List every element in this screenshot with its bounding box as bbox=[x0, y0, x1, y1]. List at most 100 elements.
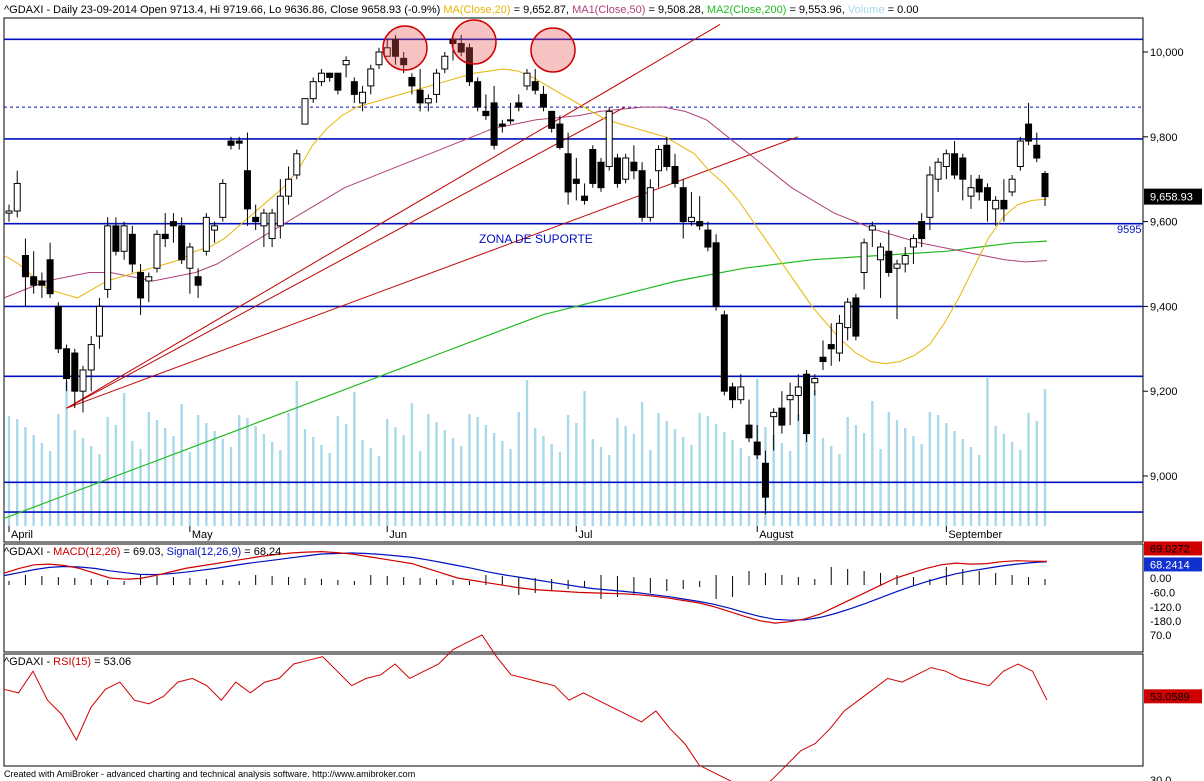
volume-bar bbox=[188, 452, 192, 526]
volume-bar bbox=[418, 451, 422, 526]
volume-bar bbox=[945, 423, 948, 526]
candle-body bbox=[679, 187, 687, 223]
volume-bar bbox=[254, 426, 257, 526]
candle-body bbox=[5, 210, 13, 214]
candle-body bbox=[967, 187, 975, 197]
volume-bar bbox=[164, 428, 167, 526]
volume-bar bbox=[986, 378, 989, 526]
candle-body bbox=[729, 386, 737, 401]
candle-body bbox=[186, 246, 194, 269]
candle-body bbox=[827, 344, 835, 350]
candle-body bbox=[326, 72, 334, 78]
volume-bar bbox=[673, 429, 677, 526]
volume-bar bbox=[98, 454, 101, 526]
macd-value: = 69.03, bbox=[120, 546, 167, 558]
volume-bar bbox=[386, 419, 389, 526]
rsi-line bbox=[3, 634, 1048, 781]
rsi-prefix: ^GDAXI - bbox=[4, 656, 54, 668]
volume-bar bbox=[57, 414, 60, 526]
price-ytick-label: 9,600 bbox=[1150, 217, 1178, 229]
macd-last-label: 69.0272 bbox=[1150, 543, 1190, 555]
price-ytick-label: 9,200 bbox=[1150, 386, 1178, 398]
ma200-value: = 9,553.96, bbox=[786, 4, 845, 16]
volume-bar bbox=[608, 455, 611, 526]
volume-bar bbox=[838, 454, 841, 526]
volume-bar bbox=[846, 417, 849, 526]
trendline bbox=[66, 24, 721, 409]
volume-bar bbox=[550, 444, 553, 526]
candle-body bbox=[909, 238, 917, 248]
volume-bar bbox=[279, 450, 282, 526]
candle-body bbox=[441, 55, 449, 70]
volume-bar bbox=[213, 431, 216, 526]
volume-bar bbox=[147, 412, 150, 526]
candle-body bbox=[161, 233, 169, 240]
candle-body bbox=[30, 276, 38, 286]
volume-bar bbox=[172, 436, 175, 526]
support-resistance-lines bbox=[4, 38, 1143, 513]
volume-bar bbox=[320, 445, 323, 526]
price-ytick-label: 10,000 bbox=[1150, 47, 1184, 59]
candle-body bbox=[507, 119, 515, 122]
volume-bar bbox=[394, 427, 397, 526]
signal-value: = 68.24 bbox=[241, 546, 282, 558]
candle-body bbox=[350, 81, 358, 95]
volume-bar bbox=[484, 425, 488, 526]
volume-bar bbox=[443, 430, 446, 526]
rsi-label: RSI(15) bbox=[53, 656, 92, 668]
volume-bar bbox=[312, 437, 315, 526]
candle-body bbox=[704, 229, 712, 248]
candle-body bbox=[564, 153, 572, 193]
candle-body bbox=[334, 72, 342, 91]
candle-body bbox=[13, 182, 21, 212]
volume-bar bbox=[48, 451, 52, 526]
volume-bar bbox=[797, 414, 800, 526]
volume-bar bbox=[542, 436, 545, 526]
volume-bar bbox=[238, 415, 241, 526]
candle-body bbox=[597, 161, 605, 189]
candle-body bbox=[359, 91, 367, 104]
volume-bar bbox=[336, 416, 340, 526]
ma50-label: MA1(Close,50) bbox=[572, 4, 646, 16]
candle-body bbox=[317, 72, 325, 83]
candle-body bbox=[671, 165, 679, 184]
candle-body bbox=[474, 81, 482, 108]
candle-body bbox=[696, 221, 704, 227]
candle-body bbox=[169, 221, 177, 227]
volume-bar bbox=[492, 433, 496, 526]
macd-ytick-label: -120.0 bbox=[1150, 602, 1181, 614]
price-ytick-label: 9,800 bbox=[1150, 132, 1178, 144]
support-value-label: 9595 bbox=[1117, 224, 1141, 236]
rsi-pane-header: ^GDAXI - RSI(15) = 53.06 bbox=[4, 656, 131, 668]
rsi-last-tag bbox=[1144, 689, 1202, 704]
candle-body bbox=[885, 250, 893, 273]
candle-body bbox=[1008, 178, 1016, 193]
candle-body bbox=[21, 255, 29, 278]
volume-bar bbox=[649, 450, 652, 526]
candle-body bbox=[531, 81, 539, 91]
month-label: August bbox=[759, 529, 793, 541]
candle-body bbox=[901, 255, 909, 265]
candle-body bbox=[942, 153, 950, 167]
volume-bar bbox=[1002, 434, 1006, 526]
volume-bar bbox=[131, 441, 134, 526]
candle-body bbox=[424, 98, 432, 104]
volume-bar bbox=[599, 447, 603, 526]
month-label: April bbox=[11, 529, 33, 541]
candle-body bbox=[194, 276, 202, 286]
volume-bar bbox=[895, 420, 899, 526]
volume-bar bbox=[772, 435, 775, 526]
candle-body bbox=[457, 43, 465, 53]
volume-bar bbox=[632, 434, 636, 526]
signal-last-label: 68.2414 bbox=[1150, 559, 1190, 571]
candle-body bbox=[778, 407, 786, 426]
candle-body bbox=[959, 157, 967, 180]
signal-line bbox=[3, 552, 1048, 621]
last-close-tag bbox=[1144, 188, 1202, 205]
month-label: Jul bbox=[578, 529, 592, 541]
volume-bar bbox=[1010, 442, 1014, 526]
candle-body bbox=[433, 72, 441, 95]
candle-body bbox=[79, 369, 87, 392]
volume-bar bbox=[714, 424, 718, 526]
candle-body bbox=[1033, 144, 1041, 159]
